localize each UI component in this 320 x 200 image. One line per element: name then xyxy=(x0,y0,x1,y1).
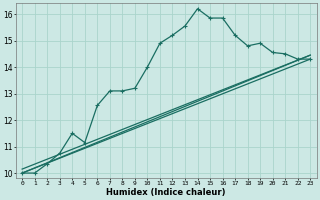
X-axis label: Humidex (Indice chaleur): Humidex (Indice chaleur) xyxy=(107,188,226,197)
